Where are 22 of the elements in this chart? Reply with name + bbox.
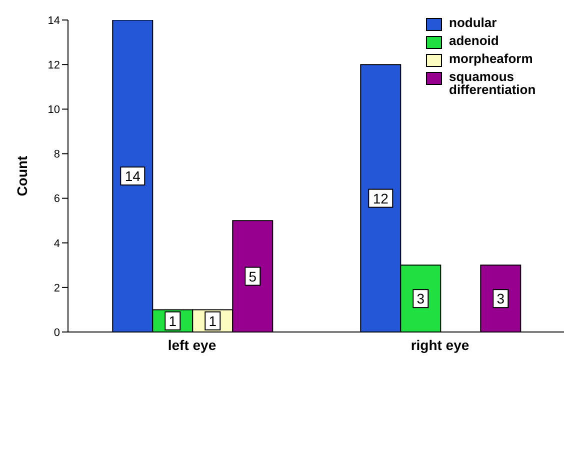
y-tick-label: 0 <box>54 326 60 339</box>
y-tick-label: 12 <box>48 59 60 72</box>
data-label: 12 <box>372 190 389 206</box>
data-label: 14 <box>124 168 141 184</box>
data-label: 3 <box>496 290 505 307</box>
x-tick-label: right eye <box>410 336 470 353</box>
legend-label: morpheaform <box>449 51 533 66</box>
y-axis-title: Count <box>14 155 30 196</box>
x-tick-label: left eye <box>168 336 216 353</box>
y-tick-label: 6 <box>54 193 60 206</box>
y-tick-label: 2 <box>54 282 60 294</box>
legend-label: nodular <box>449 15 497 30</box>
legend-label: adenoid <box>449 33 499 48</box>
y-tick-label: 10 <box>48 104 60 116</box>
y-tick-label: 4 <box>54 238 60 250</box>
data-label: 1 <box>168 312 177 329</box>
y-tick-label: 14 <box>48 14 60 27</box>
data-label: 1 <box>208 312 217 329</box>
data-label: 3 <box>416 290 425 307</box>
y-tick-label: 8 <box>54 148 60 161</box>
legend-label: squamous differentiation <box>449 69 537 97</box>
data-label: 5 <box>248 268 257 284</box>
